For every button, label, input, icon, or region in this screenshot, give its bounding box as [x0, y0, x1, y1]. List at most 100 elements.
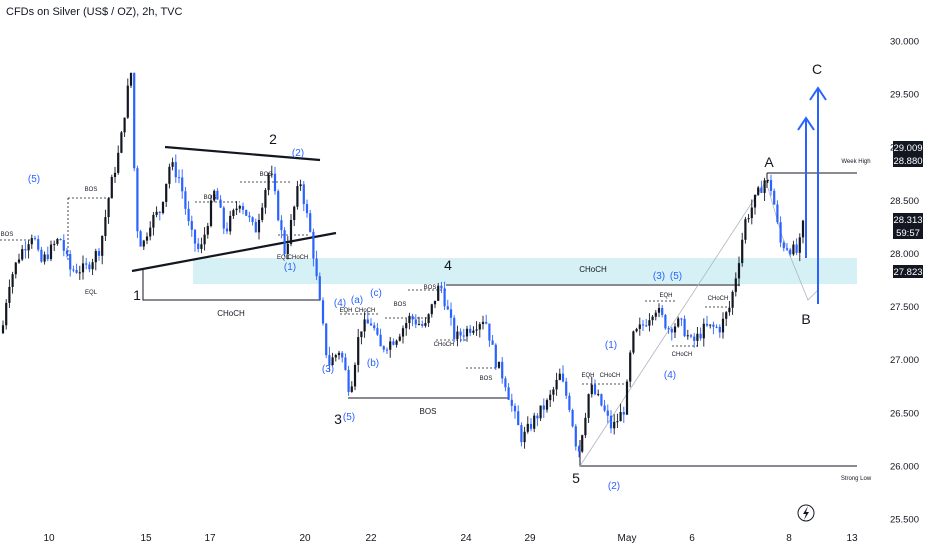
candle-body	[565, 381, 568, 396]
x-tick-label: 8	[786, 533, 792, 544]
candle-body	[667, 328, 670, 330]
candle-body	[158, 211, 161, 213]
candle-body	[427, 314, 430, 324]
candle-body	[699, 333, 702, 339]
candle-body	[485, 321, 488, 324]
candle-body	[97, 251, 101, 256]
candle-body	[318, 276, 321, 301]
candle-body	[200, 244, 203, 249]
triangle-lower-line	[131, 231, 337, 273]
candle-body	[686, 335, 689, 337]
candle-body	[273, 173, 277, 192]
candle-body	[648, 320, 651, 326]
candle-body	[545, 400, 549, 410]
candle-body	[408, 315, 411, 324]
structure-label: CHoCH	[600, 373, 621, 379]
candle-body	[37, 239, 40, 250]
demand-zone	[193, 258, 857, 284]
candle-body	[168, 166, 171, 184]
candle-body	[264, 189, 267, 208]
candle-body	[299, 184, 302, 187]
strong-low-line	[579, 440, 857, 467]
lightning-icon[interactable]	[797, 504, 815, 522]
candle-body	[709, 324, 712, 326]
y-tick-label: 26.000	[890, 461, 919, 472]
candle-body	[14, 262, 17, 275]
candle-body	[424, 323, 427, 326]
price-badge-text: 28.880	[893, 156, 922, 167]
candle-body	[149, 227, 152, 237]
candle-body	[373, 325, 376, 329]
wave-label: 5	[572, 470, 580, 486]
candle-body	[622, 412, 625, 415]
price-badge	[893, 141, 923, 154]
candle-body	[561, 373, 565, 382]
candle-body	[107, 198, 110, 218]
candle-body	[779, 222, 782, 243]
candle-body	[613, 421, 616, 429]
candle-body	[590, 384, 593, 395]
minor-wave-label: (3)	[653, 271, 665, 282]
minor-wave-label: (b)	[367, 358, 379, 369]
candle-body	[113, 172, 117, 178]
candle-body	[619, 412, 622, 422]
candle-body	[225, 228, 229, 232]
candle-body	[382, 346, 385, 350]
candle-body	[417, 324, 421, 326]
candle-body	[728, 307, 731, 313]
minor-wave-label: (2)	[292, 148, 304, 159]
candle-body	[542, 405, 545, 410]
candle-body	[763, 180, 766, 193]
candle-body	[766, 180, 769, 182]
candle-body	[795, 244, 798, 253]
minor-wave-label: (a)	[351, 295, 363, 306]
candle-body	[331, 357, 334, 366]
time-axis[interactable]: 10 15 17 20 22 24 29 May 6 8 13	[43, 533, 858, 544]
candle-body	[625, 381, 629, 415]
candle-body	[440, 285, 443, 289]
y-tick-label: 28.000	[890, 249, 919, 260]
x-tick-label: 6	[689, 533, 695, 544]
annotations: 1 2 3 4 5 A B C (5) (2) (1) (4) (a) (c) (b) (3) (5) (1) (3…	[1, 61, 872, 492]
candle-body	[203, 234, 206, 245]
candle-body	[184, 191, 187, 209]
candle-body	[712, 324, 715, 327]
candle-body	[206, 226, 209, 235]
candle-body	[325, 323, 328, 356]
candle-body	[129, 72, 133, 86]
candle-body	[664, 314, 667, 329]
candle-body	[446, 306, 449, 310]
candle-body	[133, 72, 136, 169]
candle-body	[347, 369, 350, 392]
price-badge-text: 28.313	[893, 215, 922, 226]
structure-label: EQL	[85, 290, 98, 296]
candle-body	[379, 334, 382, 347]
candle-body	[757, 187, 760, 195]
candle-body	[657, 307, 661, 313]
target-arrows	[797, 86, 827, 304]
minor-wave-label: (4)	[334, 298, 346, 309]
candle-body	[677, 318, 680, 327]
candle-body	[62, 240, 65, 251]
x-tick-label: 17	[204, 533, 216, 544]
candle-body	[689, 335, 693, 337]
candle-body	[683, 318, 686, 337]
candle-body	[661, 307, 664, 315]
candle-body	[680, 318, 683, 320]
candle-body	[769, 180, 773, 191]
y-tick-label: 27.500	[890, 302, 919, 313]
candle-body	[405, 323, 408, 329]
minor-wave-label: (3)	[322, 364, 334, 375]
candle-body	[536, 415, 539, 419]
candle-body	[494, 344, 497, 368]
y-tick-label: 28.500	[890, 196, 919, 207]
candle-body	[520, 425, 523, 443]
candle-body	[392, 341, 395, 345]
price-axis[interactable]: 30.00029.50029.00028.50028.00027.50027.0…	[890, 37, 919, 526]
wave-label: 3	[334, 411, 342, 427]
candle-body	[753, 194, 757, 208]
candle-body	[1, 325, 5, 334]
x-tick-label: May	[618, 533, 637, 544]
candle-body	[305, 204, 309, 214]
